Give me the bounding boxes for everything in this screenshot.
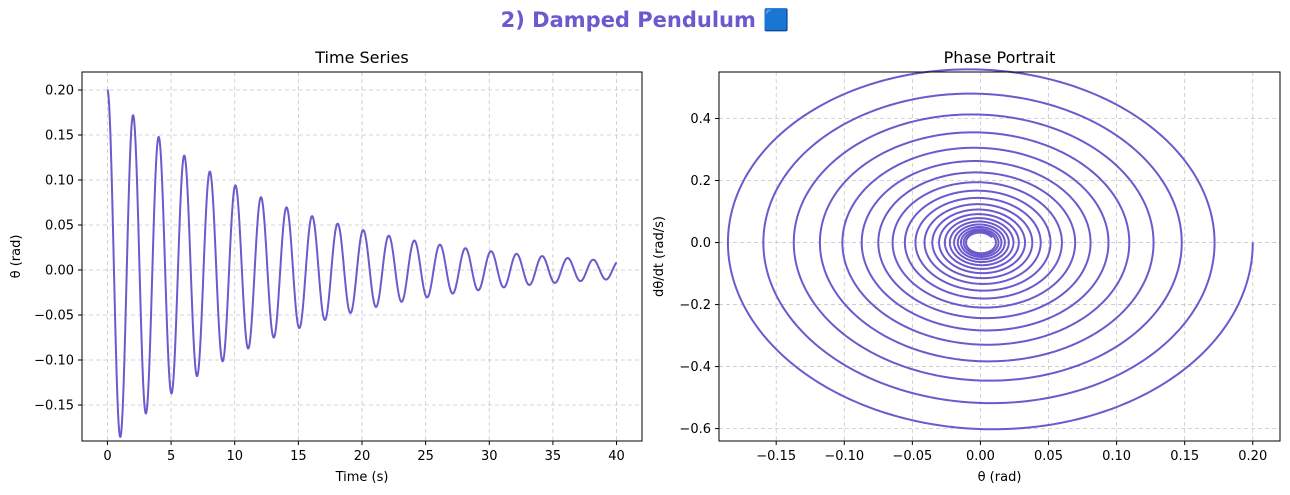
x-tick-label: 20 [354, 449, 371, 464]
x-tick-label: 35 [545, 449, 562, 464]
time-series-chart: 0 5 10 15 20 25 30 35 40 −0.15 −0.10 −0.05 0.00 0.05… [9, 48, 643, 485]
phase-portrait-x-label: θ (rad) [978, 470, 1022, 485]
y-tick-label: −0.2 [679, 298, 711, 313]
time-series-line [106, 89, 618, 438]
time-series-title: Time Series [314, 48, 408, 67]
y-tick-label: 0.05 [45, 219, 74, 234]
y-tick-label: −0.6 [679, 422, 711, 437]
figure-suptitle: 2) Damped Pendulum 🟦 [501, 7, 790, 32]
y-tick-label: −0.05 [34, 309, 74, 324]
y-tick-label: 0.20 [45, 84, 74, 99]
phase-portrait-y-ticks: −0.6 −0.4 −0.2 0.0 0.2 0.4 [679, 112, 719, 437]
x-tick-label: 0.20 [1238, 449, 1267, 464]
y-tick-label: 0.4 [690, 112, 711, 127]
x-tick-label: 10 [226, 449, 243, 464]
y-tick-label: −0.4 [679, 360, 711, 375]
phase-portrait-line [726, 68, 1254, 431]
y-tick-label: 0.10 [45, 174, 74, 189]
x-tick-label: 15 [290, 449, 307, 464]
phase-portrait-y-label: dθ/dt (rad/s) [652, 216, 667, 297]
x-tick-label: 0 [103, 449, 111, 464]
time-series-x-ticks: 0 5 10 15 20 25 30 35 40 [103, 441, 625, 464]
time-series-grid [82, 72, 642, 441]
time-series-x-label: Time (s) [335, 470, 389, 485]
x-tick-label: 0.00 [966, 449, 995, 464]
y-tick-label: −0.10 [34, 354, 74, 369]
time-series-y-ticks: −0.15 −0.10 −0.05 0.00 0.05 0.10 0.15 0.20 [34, 84, 82, 414]
x-tick-label: 0.05 [1034, 449, 1063, 464]
x-tick-label: 30 [481, 449, 498, 464]
phase-portrait-chart: −0.15 −0.10 −0.05 0.00 0.05 0.10 0.15 0.20 −0.6… [652, 48, 1281, 485]
x-tick-label: 5 [167, 449, 175, 464]
phase-portrait-title: Phase Portrait [944, 48, 1056, 67]
x-tick-label: −0.15 [756, 449, 796, 464]
time-series-y-label: θ (rad) [9, 235, 24, 279]
x-tick-label: 0.15 [1170, 449, 1199, 464]
x-tick-label: −0.05 [892, 449, 932, 464]
x-tick-label: 25 [417, 449, 434, 464]
y-tick-label: 0.00 [45, 264, 74, 279]
y-tick-label: 0.0 [690, 236, 711, 251]
y-tick-label: 0.2 [690, 174, 711, 189]
x-tick-label: 40 [608, 449, 625, 464]
y-tick-label: 0.15 [45, 129, 74, 144]
y-tick-label: −0.15 [34, 399, 74, 414]
phase-portrait-x-ticks: −0.15 −0.10 −0.05 0.00 0.05 0.10 0.15 0.20 [756, 441, 1267, 464]
phase-portrait-frame [718, 71, 1281, 442]
x-tick-label: 0.10 [1102, 449, 1131, 464]
x-tick-label: −0.10 [824, 449, 864, 464]
